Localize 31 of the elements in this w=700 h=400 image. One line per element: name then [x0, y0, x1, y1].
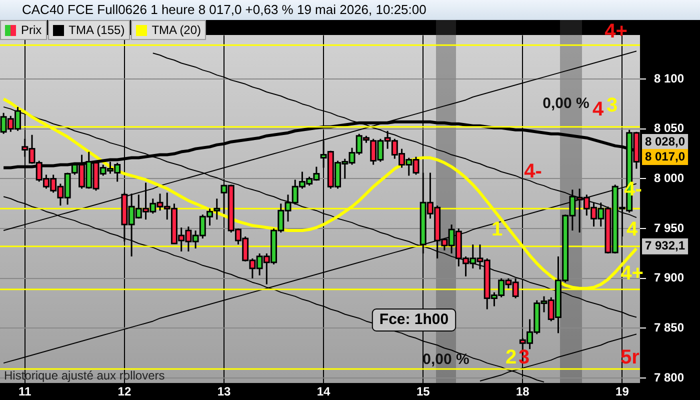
annotation: 4 [626, 218, 638, 241]
text: 8 028,0 [645, 134, 686, 148]
y-tick-label: 8 000 [654, 171, 684, 186]
x-tick-label: 15 [416, 384, 430, 399]
annotation: 3 [606, 94, 618, 117]
x-tick-label: 12 [118, 384, 132, 399]
annotation: 4+ [620, 262, 644, 285]
y-tick-label: 7 800 [654, 370, 684, 384]
y-tick-label: 7 950 [654, 220, 684, 235]
annotation: 2 [505, 346, 517, 369]
annotation: 4 [592, 98, 604, 121]
annotation: 1 [491, 218, 503, 241]
x-tick-label: 18 [516, 384, 530, 399]
legend-label: Prix [21, 23, 42, 37]
text: 8 017,0 [645, 149, 686, 164]
x-tick-label: 11 [18, 384, 32, 399]
annotation: 0,00 % [542, 95, 590, 112]
annotation: 4- [524, 160, 542, 183]
ref-line-label: 7 932,1 [645, 238, 686, 253]
y-tick-label: 7 900 [654, 270, 684, 285]
y-tick-label: 8 050 [654, 121, 684, 136]
legend-label: TMA (155) [68, 23, 125, 37]
x-tick-label: 19 [616, 384, 630, 399]
annotation: Historique ajusté aux rollovers [4, 368, 165, 382]
x-tick-label: 14 [316, 384, 331, 399]
x-tick-label: 13 [217, 384, 231, 399]
legend-label: TMA (20) [152, 23, 202, 37]
chart-title: CAC40 FCE Full0626 1 heure 8 017,0 +0,63 % 19 mai 2026, 10:25:00 [0, 0, 700, 20]
y-tick-label: 7 850 [654, 320, 684, 334]
y-tick-label: 8 100 [654, 71, 684, 86]
annotation: Fce: 1h00 [379, 311, 449, 328]
